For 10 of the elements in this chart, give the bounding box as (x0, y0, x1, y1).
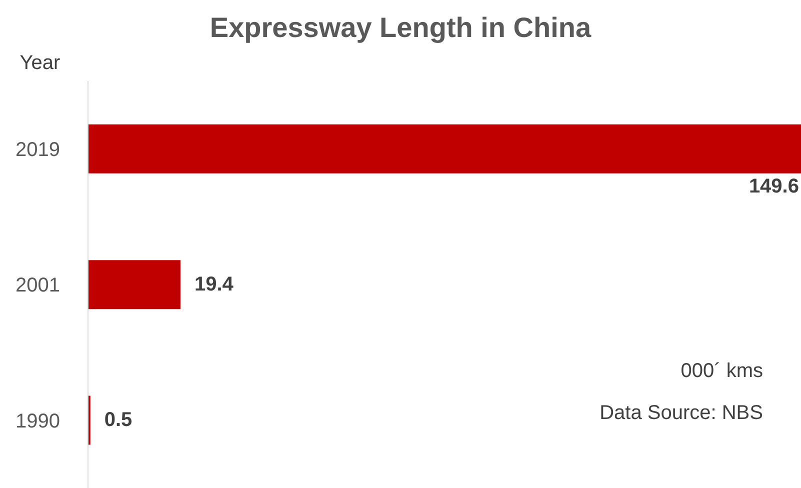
y-tick-label: 2019 (16, 138, 60, 161)
annotation: Data Source: NBS (600, 401, 763, 426)
chart-title: Expressway Length in China (208, 12, 592, 44)
y-tick-label: 2001 (16, 274, 60, 297)
data-label: 0.5 (104, 409, 132, 432)
y-axis-title: Year (20, 52, 61, 74)
annotation: 000´ kms (680, 359, 763, 384)
y-tick-label: 1990 (16, 410, 60, 432)
data-label: 19.4 (194, 274, 234, 296)
data-label: 149.6 (748, 175, 799, 198)
